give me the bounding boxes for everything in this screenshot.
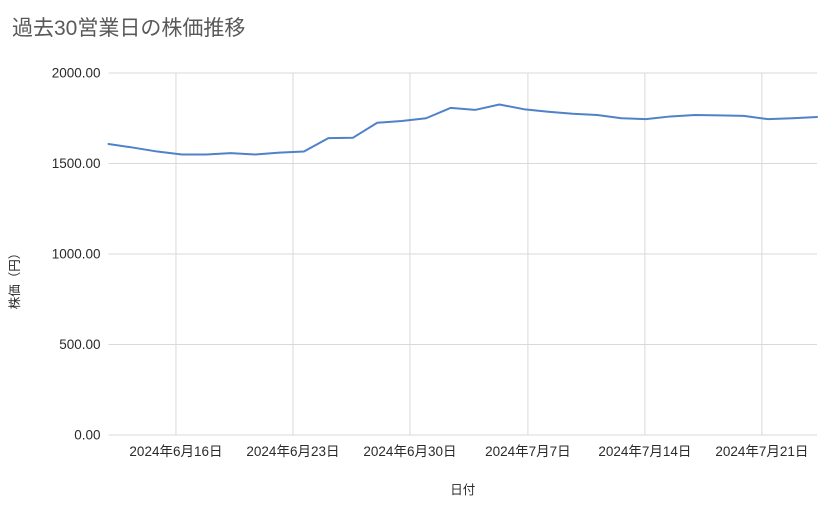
- svg-text:2024年7月21日: 2024年7月21日: [715, 444, 808, 459]
- svg-text:2024年6月23日: 2024年6月23日: [246, 444, 339, 459]
- svg-text:0.00: 0.00: [74, 428, 100, 443]
- svg-text:1000.00: 1000.00: [52, 247, 101, 262]
- svg-text:2024年6月16日: 2024年6月16日: [129, 444, 222, 459]
- svg-text:2024年7月7日: 2024年7月7日: [485, 444, 571, 459]
- svg-text:2000.00: 2000.00: [52, 66, 101, 81]
- svg-text:1500.00: 1500.00: [52, 156, 101, 171]
- svg-text:500.00: 500.00: [59, 337, 100, 352]
- svg-text:2024年6月30日: 2024年6月30日: [363, 444, 456, 459]
- svg-text:2024年7月14日: 2024年7月14日: [598, 444, 691, 459]
